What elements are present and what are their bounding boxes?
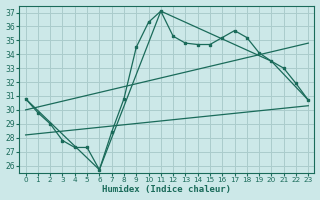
X-axis label: Humidex (Indice chaleur): Humidex (Indice chaleur)	[102, 185, 231, 194]
